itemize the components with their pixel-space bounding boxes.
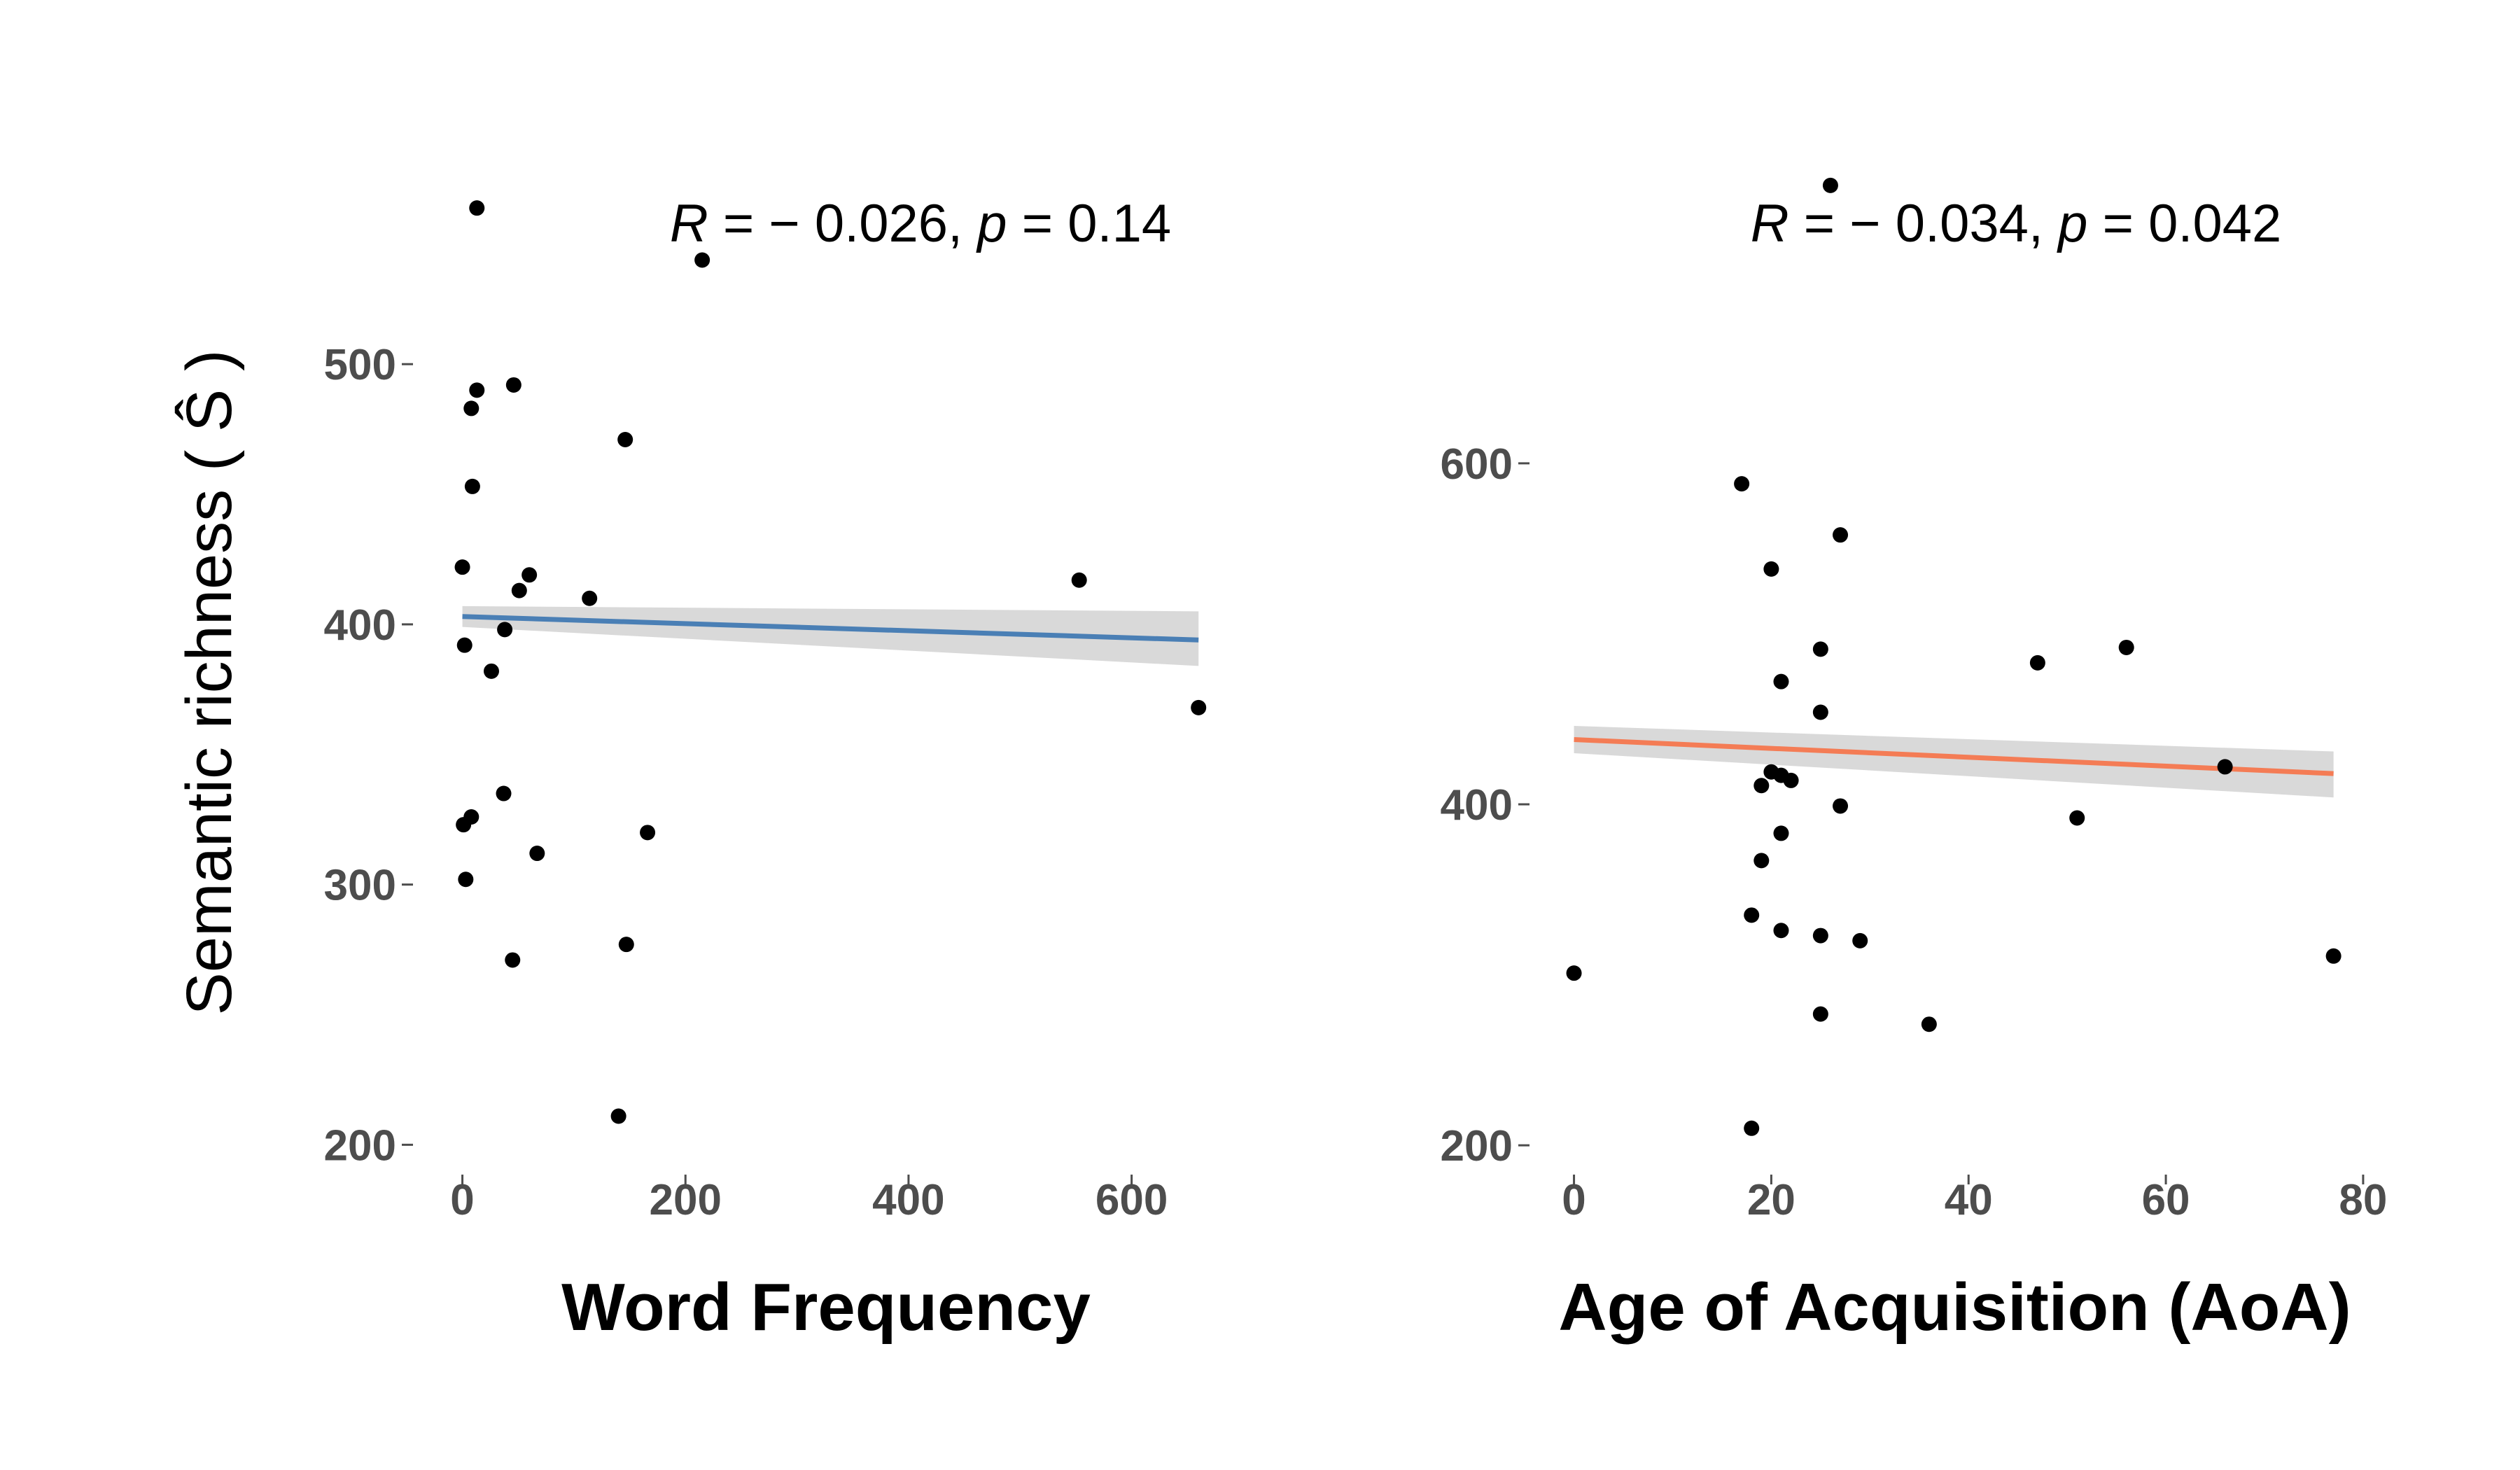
- data-point: [1783, 772, 1799, 788]
- y-tick-label: 500: [324, 341, 396, 389]
- data-points: [454, 200, 1207, 1124]
- panel-word-frequency: 0 200 400 600 200 300 400 500 Word Frequency R…: [324, 194, 1207, 1345]
- data-point: [1773, 825, 1789, 841]
- data-point: [610, 1108, 626, 1124]
- data-point: [1763, 561, 1779, 577]
- x-tick-label: 60: [2142, 1176, 2190, 1224]
- data-point: [1071, 572, 1087, 588]
- data-point: [1754, 853, 1770, 869]
- data-point: [1744, 1120, 1760, 1136]
- data-point: [617, 432, 634, 448]
- r-value: = − 0.034,: [1804, 194, 2043, 253]
- x-tick-label: 20: [1747, 1176, 1795, 1224]
- data-point: [464, 478, 480, 494]
- x-ticks: 0 200 400 600: [450, 1175, 1168, 1224]
- data-point: [1833, 527, 1849, 543]
- x-axis-title: Word Frequency: [561, 1270, 1091, 1345]
- data-point: [1921, 1016, 1937, 1032]
- data-point: [1773, 923, 1789, 939]
- data-point: [1566, 965, 1582, 981]
- p-symbol: p: [2057, 194, 2087, 253]
- data-point: [1773, 673, 1789, 690]
- data-point: [469, 382, 485, 398]
- r-symbol: R: [670, 194, 708, 253]
- data-point: [1822, 177, 1838, 193]
- data-point: [582, 590, 598, 606]
- data-point: [1812, 704, 1828, 720]
- panel-age-of-acquisition: 0 20 40 60 80 200 400 600 Age of Acquisition (…: [1441, 177, 2387, 1345]
- y-tick-label: 400: [1441, 781, 1513, 830]
- x-tick-label: 400: [872, 1176, 944, 1224]
- data-point: [2217, 759, 2233, 775]
- x-tick-label: 40: [1945, 1176, 1993, 1224]
- data-point: [505, 952, 521, 968]
- data-point: [2069, 810, 2085, 826]
- data-point: [618, 937, 634, 953]
- y-tick-label: 400: [324, 601, 396, 650]
- y-tick-label: 600: [1441, 440, 1513, 489]
- data-point: [1191, 699, 1207, 715]
- data-point: [483, 663, 499, 679]
- regression-line: [1574, 736, 2334, 776]
- data-point: [1852, 932, 1868, 948]
- y-ticks: 200 400 600: [1441, 440, 1530, 1170]
- x-tick-label: 0: [450, 1176, 474, 1224]
- data-point: [529, 846, 545, 862]
- data-point: [1734, 476, 1750, 492]
- y-ticks: 200 300 400 500: [324, 341, 413, 1170]
- data-point: [640, 825, 656, 841]
- regression-line-path: [1574, 736, 2334, 776]
- data-point: [2118, 639, 2134, 655]
- data-point: [694, 252, 710, 268]
- data-point: [469, 200, 485, 216]
- x-axis-title: Age of Acquisition (AoA): [1558, 1270, 2351, 1345]
- x-tick-label: 0: [1562, 1176, 1586, 1224]
- data-point: [1833, 798, 1849, 814]
- data-point: [497, 622, 513, 638]
- x-tick-label: 200: [650, 1176, 722, 1224]
- data-point: [463, 400, 479, 416]
- r-value: = − 0.026,: [723, 194, 962, 253]
- data-point: [456, 817, 472, 833]
- data-point: [1812, 927, 1828, 944]
- regression-line: [462, 614, 1199, 643]
- confidence-band: [1574, 725, 2334, 798]
- data-points: [1566, 177, 2342, 1136]
- data-point: [1754, 778, 1770, 794]
- data-point: [1744, 907, 1760, 923]
- confidence-band-area: [1574, 725, 2334, 798]
- x-ticks: 0 20 40 60 80: [1562, 1175, 2387, 1224]
- correlation-annotation: R = − 0.034, p = 0.042: [1751, 194, 2282, 253]
- data-point: [522, 567, 538, 583]
- data-point: [2325, 948, 2342, 964]
- data-point: [505, 377, 522, 393]
- y-tick-label: 300: [324, 862, 396, 910]
- y-axis-title: Semantic richness ( Ŝ ): [174, 350, 245, 1016]
- x-tick-label: 80: [2339, 1176, 2387, 1224]
- y-tick-label: 200: [324, 1121, 396, 1170]
- data-point: [1812, 641, 1828, 657]
- data-point: [454, 559, 470, 575]
- p-value: = 0.042: [2103, 194, 2282, 253]
- x-tick-label: 600: [1096, 1176, 1168, 1224]
- data-point: [496, 785, 512, 802]
- p-symbol: p: [976, 194, 1007, 253]
- regression-line-path: [462, 614, 1199, 643]
- correlation-annotation: R = − 0.026, p = 0.14: [670, 194, 1171, 253]
- data-point: [2029, 654, 2045, 671]
- y-tick-label: 200: [1441, 1122, 1513, 1170]
- data-point: [511, 582, 527, 598]
- p-value: = 0.14: [1022, 194, 1171, 253]
- data-point: [456, 637, 472, 653]
- r-symbol: R: [1751, 194, 1789, 253]
- data-point: [458, 872, 474, 888]
- data-point: [1812, 1006, 1828, 1022]
